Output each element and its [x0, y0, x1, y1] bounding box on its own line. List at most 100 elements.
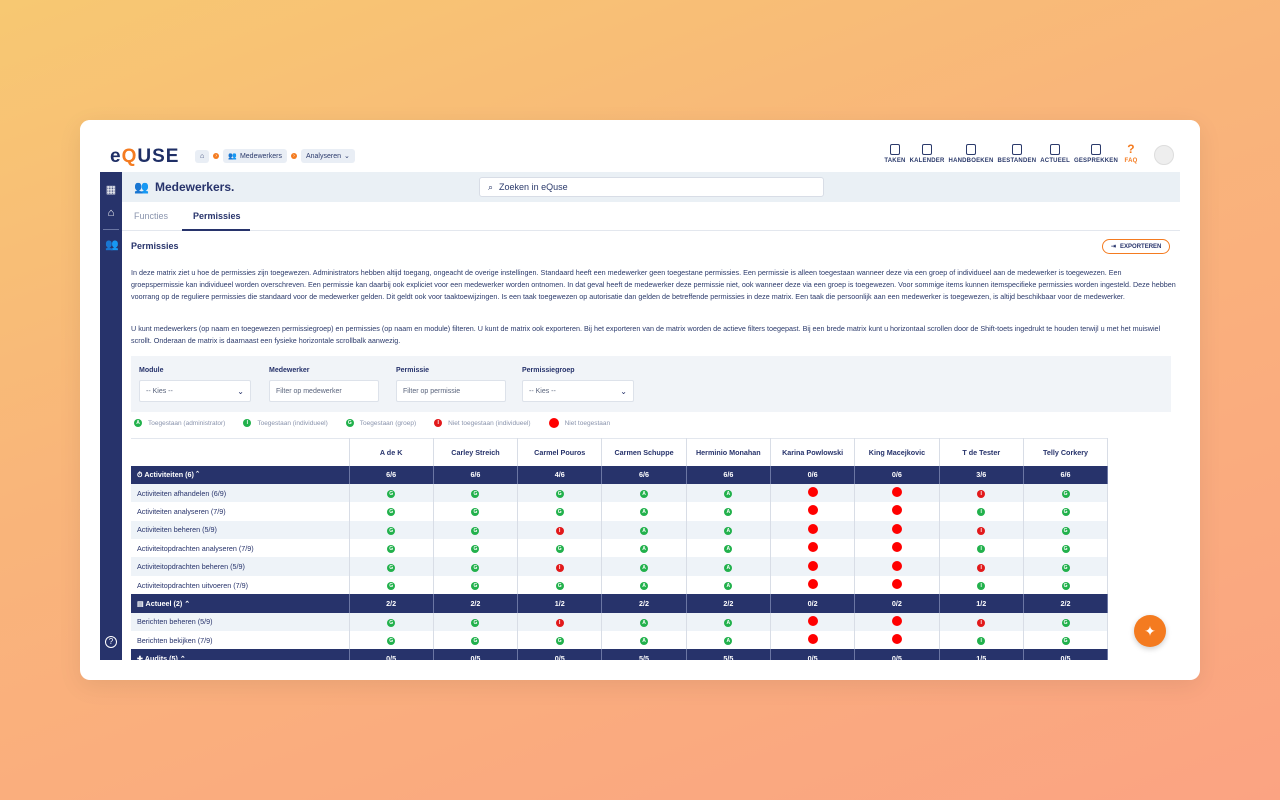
denied-badge — [807, 487, 818, 498]
home-icon: ⌂ — [200, 152, 205, 160]
matrix-group-row[interactable]: ✚ Audits (5) ⌃ 0/5 0/5 0/5 5/5 5/5 0/5 0/5 1/5 0/… — [131, 649, 1109, 660]
permission-cell: A — [601, 502, 687, 521]
group-label[interactable]: ⏱ Activiteiten (6) ⌃ — [131, 465, 350, 484]
group-count: 0/2 — [770, 594, 856, 613]
denied-badge — [807, 505, 818, 516]
nav-gesprekken[interactable]: GESPREKKEN — [1074, 144, 1118, 164]
page-header: 👥 Medewerkers. ⌕ Zoeken in eQuse — [122, 172, 1180, 202]
status-badge — [548, 418, 559, 428]
legend-item: G Toegestaan (groep) — [345, 419, 416, 427]
permission-cell: A — [601, 575, 687, 595]
permission-cell: G — [517, 539, 603, 558]
matrix-group-row[interactable]: ▤ Actueel (2) ⌃ 2/2 2/2 1/2 2/2 2/2 0/2 0/2 1/2 2… — [131, 594, 1109, 613]
allowed-badge: G — [471, 582, 480, 591]
search-input[interactable]: ⌕ Zoeken in eQuse — [479, 177, 824, 197]
permissiegroep-select[interactable]: -- Kies -- ⌄ — [522, 380, 634, 402]
export-button[interactable]: ⇥ EXPORTEREN — [1102, 239, 1171, 254]
nav-actueel[interactable]: ACTUEEL — [1040, 144, 1070, 164]
allowed-badge: A — [640, 490, 649, 499]
row-label-text: Activiteiten beheren (5/9) — [137, 525, 217, 535]
status-badge: I — [243, 419, 252, 427]
permission-cell: I — [517, 612, 603, 632]
permission-cell: G — [433, 631, 519, 650]
chevron-up-icon[interactable]: ⌃ — [193, 469, 200, 479]
users-icon[interactable]: 👥 — [105, 239, 119, 251]
allowed-badge: A — [640, 618, 649, 627]
group-count: 1/2 — [939, 594, 1024, 613]
permission-cell — [854, 631, 940, 650]
matrix-row: Berichten beheren (5/9) G G I A A I G — [131, 612, 1109, 632]
nav-bestanden[interactable]: BESTANDEN — [998, 144, 1037, 164]
column-header-employee: Carmen Schuppe — [601, 438, 687, 466]
allowed-badge: G — [471, 563, 480, 572]
group-count: 0/5 — [517, 649, 603, 660]
permission-label: Activiteiten afhandelen (6/9) — [131, 483, 350, 503]
nav-faq[interactable]: ? FAQ — [1124, 142, 1138, 164]
status-badge: G — [345, 419, 354, 427]
column-header-employee: T de Tester — [939, 438, 1024, 466]
clipboard-icon — [889, 144, 900, 155]
allowed-badge: G — [555, 545, 564, 554]
allowed-badge: A — [640, 637, 649, 646]
tab-functies[interactable]: Functies — [134, 211, 169, 221]
permission-cell: A — [686, 539, 771, 558]
column-header-employee: Herminio Monahan — [686, 438, 771, 466]
row-label-text: Audits (5) — [144, 654, 178, 660]
denied-badge — [807, 560, 818, 571]
permission-cell — [854, 520, 940, 540]
matrix-header-row: A de K Carley Streich Carmel Pouros Carmen … — [131, 438, 1109, 466]
permission-cell: G — [433, 575, 519, 595]
help-icon[interactable]: ? — [105, 636, 117, 648]
matrix-group-row[interactable]: ⏱ Activiteiten (6) ⌃ 6/6 6/6 4/6 6/6 6/6 0/6 0/… — [131, 465, 1109, 484]
group-label[interactable]: ✚ Audits (5) ⌃ — [131, 649, 350, 660]
permission-cell: G — [349, 631, 434, 650]
permission-cell: G — [349, 502, 434, 521]
medewerker-filter-input[interactable]: Filter op medewerker — [269, 380, 379, 402]
header-empty — [131, 438, 350, 466]
matrix-row: Activiteitopdrachten uitvoeren (7/9) G G G A… — [131, 575, 1109, 595]
chevron-up-icon[interactable]: ⌃ — [182, 598, 191, 608]
permissie-filter-input[interactable]: Filter op permissie — [396, 380, 506, 402]
nav-handboeken[interactable]: HANDBOEKEN — [949, 144, 994, 164]
group-count: 6/6 — [1023, 465, 1109, 484]
allowed-badge: G — [387, 637, 396, 646]
allowed-badge: G — [1061, 618, 1070, 627]
legend-label: Niet toegestaan (individueel) — [448, 419, 531, 427]
group-count: 6/6 — [686, 465, 771, 484]
allowed-badge: A — [724, 582, 733, 591]
avatar[interactable] — [1154, 145, 1174, 165]
group-count: 0/6 — [854, 465, 940, 484]
denied-badge — [891, 560, 902, 571]
group-label[interactable]: ▤ Actueel (2) ⌃ — [131, 594, 350, 613]
grid-icon[interactable]: ▦ — [105, 184, 117, 196]
row-label-text: Activiteiten (6) — [144, 469, 194, 479]
permission-cell — [770, 483, 856, 503]
permission-cell: G — [517, 483, 603, 503]
permission-cell: A — [601, 483, 687, 503]
breadcrumb-home[interactable]: ⌂ — [195, 149, 210, 163]
permission-cell: G — [349, 557, 434, 576]
column-header-employee: A de K — [349, 438, 434, 466]
module-select[interactable]: -- Kies -- ⌄ — [139, 380, 251, 402]
tab-permissies[interactable]: Permissies — [193, 211, 241, 221]
permission-cell: I — [939, 631, 1024, 650]
chevron-up-icon[interactable]: ⌃ — [177, 654, 186, 660]
matrix-row: Activiteiten analyseren (7/9) G G G A A I G — [131, 502, 1109, 521]
breadcrumb-analyseren[interactable]: Analyseren ⌄ — [300, 149, 355, 163]
permission-cell: G — [349, 575, 434, 595]
breadcrumb-medewerkers[interactable]: 👥 Medewerkers — [223, 149, 287, 163]
group-count: 0/6 — [770, 465, 856, 484]
users-icon: 👥 — [228, 153, 237, 160]
denied-individual-badge: I — [977, 563, 986, 572]
group-count: 0/5 — [433, 649, 519, 660]
legend-item: A Toegestaan (administrator) — [134, 419, 225, 427]
home-icon[interactable]: ⌂ — [107, 207, 115, 219]
denied-individual-badge: I — [555, 563, 564, 572]
equse-logo[interactable]: eQUSE — [110, 146, 180, 167]
nav-kalender[interactable]: KALENDER — [910, 144, 945, 164]
permission-cell: G — [433, 539, 519, 558]
nav-taken[interactable]: TAKEN — [884, 144, 905, 164]
legend: A Toegestaan (administrator) I Toegestaan (… — [134, 418, 610, 428]
ai-assistant-button[interactable]: ✦ — [1134, 615, 1166, 647]
permission-cell: G — [1023, 575, 1109, 595]
